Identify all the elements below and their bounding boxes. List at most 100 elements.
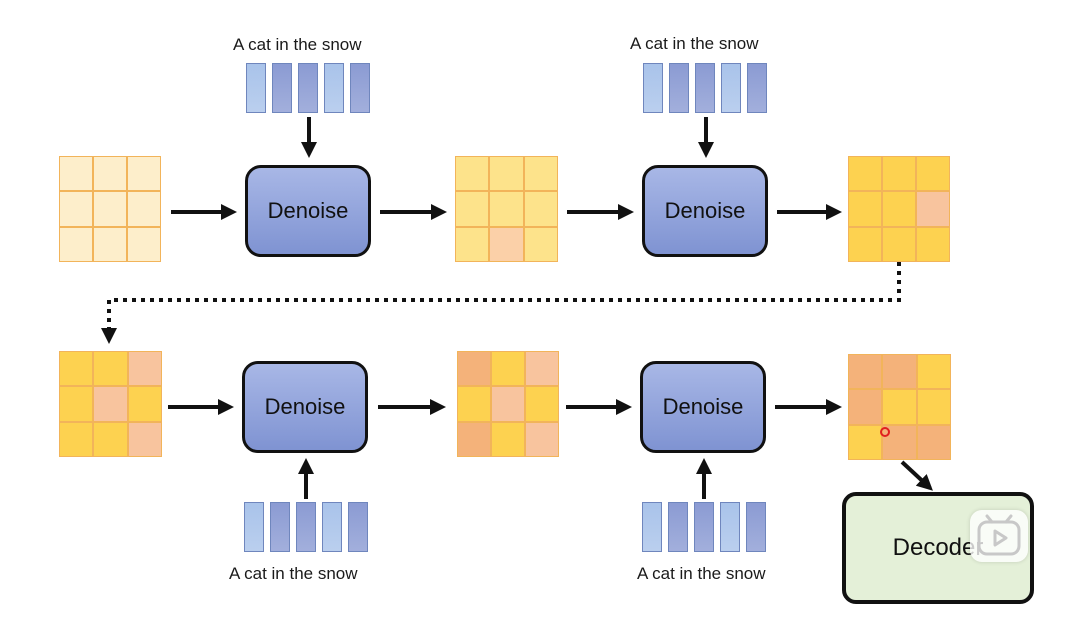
latent-cell [848,424,883,460]
latent-cell [523,226,558,262]
latent-cell [59,226,93,262]
latent-grid-6 [848,354,951,460]
latent-cell [491,351,525,387]
latent-cell [848,191,882,227]
latent-cell [93,386,128,422]
latent-cell [59,386,94,422]
latent-cell [93,226,127,262]
dotted-connector [101,262,901,344]
text-token [322,502,342,552]
latent-cell [455,226,490,262]
latent-grid-4 [59,351,162,457]
text-token [643,63,663,113]
latent-cell [127,191,161,227]
text-token [746,502,766,552]
latent-cell [457,386,491,422]
latent-cell [59,421,94,457]
latent-cell [882,354,917,390]
latent-cell [489,156,524,192]
text-token [298,63,318,113]
latent-cell [848,389,883,425]
text-token [695,63,715,113]
latent-cell [882,191,916,227]
prompt-caption-3: A cat in the snow [229,564,358,583]
latent-grid-2 [455,156,558,262]
play-icon [977,514,1021,556]
latent-cell [93,351,128,387]
text-token [272,63,292,113]
text-tokens-4 [642,502,766,552]
latent-cell [491,386,525,422]
latent-grid-3 [848,156,950,262]
prompt-caption-1: A cat in the snow [233,35,362,54]
text-token [721,63,741,113]
text-token [668,502,688,552]
play-button[interactable] [970,510,1028,562]
latent-cell [525,351,559,387]
latent-cell [59,351,94,387]
latent-cell [127,421,162,457]
denoise-block-3: Denoise [242,361,368,453]
latent-cell [848,226,882,262]
text-token [348,502,368,552]
latent-cell [523,156,558,192]
decoder-label: Decoder [892,534,984,561]
arrow-grid-to-decoder [900,460,933,491]
latent-grid-5 [457,351,559,457]
latent-cell [455,156,490,192]
latent-cell [523,191,558,227]
latent-cell [882,226,916,262]
text-token [669,63,689,113]
denoise-block-2: Denoise [642,165,768,257]
latent-cell [93,156,127,192]
latent-cell [127,156,161,192]
latent-cell [882,156,916,192]
latent-cell [525,386,559,422]
prompt-caption-2: A cat in the snow [630,34,759,53]
latent-cell [93,421,128,457]
latent-cell [491,421,525,457]
text-token [642,502,662,552]
denoise-block-4: Denoise [640,361,766,453]
text-token [350,63,370,113]
latent-cell [489,226,524,262]
pointer-dot-icon [880,427,890,437]
text-tokens-3 [244,502,368,552]
denoise-block-1: Denoise [245,165,371,257]
latent-cell [525,421,559,457]
text-token [296,502,316,552]
text-token [324,63,344,113]
text-tokens-1 [246,63,370,113]
latent-cell [916,354,951,390]
latent-cell [127,226,161,262]
text-tokens-2 [643,63,767,113]
latent-cell [916,156,950,192]
text-token [270,502,290,552]
text-token [246,63,266,113]
latent-cell [916,389,951,425]
latent-grid-1 [59,156,161,262]
latent-cell [59,191,93,227]
text-token [747,63,767,113]
latent-cell [916,191,950,227]
latent-cell [127,386,162,422]
latent-cell [882,389,917,425]
latent-cell [127,351,162,387]
text-token [720,502,740,552]
latent-cell [916,424,951,460]
latent-cell [59,156,93,192]
latent-cell [916,226,950,262]
text-token [694,502,714,552]
prompt-caption-4: A cat in the snow [637,564,766,583]
latent-cell [848,156,882,192]
latent-cell [457,351,491,387]
text-token [244,502,264,552]
latent-cell [93,191,127,227]
latent-cell [457,421,491,457]
latent-cell [848,354,883,390]
latent-cell [489,191,524,227]
latent-cell [455,191,490,227]
